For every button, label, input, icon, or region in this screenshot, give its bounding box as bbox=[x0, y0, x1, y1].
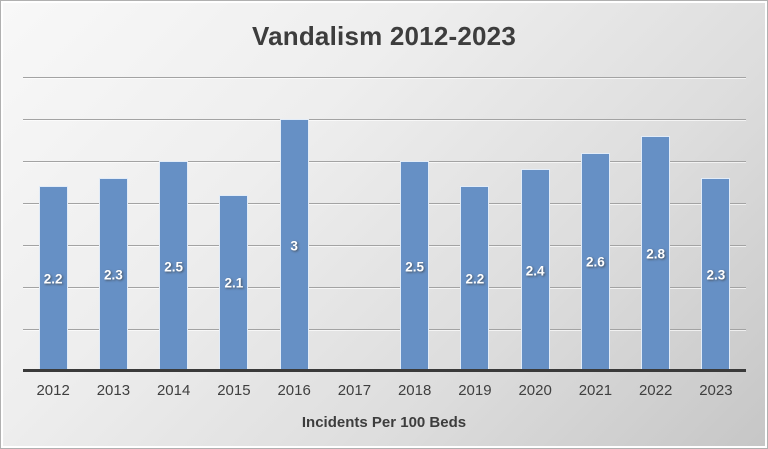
x-tick-label: 2020 bbox=[518, 382, 552, 399]
bar-value-label: 2.4 bbox=[525, 263, 545, 279]
x-tick-label: 2012 bbox=[36, 382, 70, 399]
bar-value-label: 2.8 bbox=[646, 246, 666, 262]
bar-2018: 2.5 bbox=[400, 161, 430, 371]
gridline bbox=[23, 287, 746, 288]
gridline bbox=[23, 77, 746, 78]
bar-2021: 2.6 bbox=[580, 152, 610, 371]
bar-2013: 2.3 bbox=[98, 177, 128, 371]
bar-2012: 2.2 bbox=[38, 186, 68, 371]
bar-value-label: 2.3 bbox=[103, 267, 123, 283]
bar-slot: 2.5 bbox=[385, 77, 445, 371]
bar-slot: 2.2 bbox=[23, 77, 83, 371]
x-tick-label: 2022 bbox=[638, 382, 673, 399]
x-tick-label: 2016 bbox=[277, 382, 311, 399]
x-tick-label: 2021 bbox=[578, 382, 613, 399]
gridline bbox=[23, 203, 746, 204]
bar-slot bbox=[324, 77, 384, 371]
bar-2022: 2.8 bbox=[641, 135, 671, 371]
bar-value-label: 2.1 bbox=[224, 275, 244, 291]
bar-value-label: 2.5 bbox=[164, 259, 184, 274]
bar-slot: 2.6 bbox=[565, 77, 625, 371]
bar-2015: 2.1 bbox=[219, 194, 249, 371]
bar-slot: 3 bbox=[264, 77, 324, 371]
x-tick-label: 2018 bbox=[397, 382, 432, 399]
bar-value-label: 2.6 bbox=[585, 254, 605, 270]
x-tick-label: 2019 bbox=[458, 382, 492, 399]
x-tick-label: 2017 bbox=[337, 382, 372, 399]
bar-2019: 2.2 bbox=[460, 186, 490, 371]
x-tick-label: 2023 bbox=[699, 382, 733, 399]
bar-slot: 2.8 bbox=[626, 77, 686, 371]
bar-slot: 2.3 bbox=[83, 77, 143, 371]
gridline bbox=[23, 119, 746, 120]
gridline bbox=[23, 329, 746, 330]
gridline bbox=[23, 161, 746, 162]
gridline bbox=[23, 245, 746, 246]
x-axis-line bbox=[23, 369, 746, 372]
bar-value-label: 2.3 bbox=[706, 267, 726, 283]
bar-value-label: 3 bbox=[290, 238, 298, 253]
x-axis-tick-labels: 2012 2013 2014 2015 2016 2017 2018 2019 2020 2021… bbox=[23, 382, 746, 399]
plot-area: 2.2 2.3 2.5 2.1 3 2.5 2.2 2.4 2.6 2.8 2.3 bbox=[23, 77, 746, 371]
bars-container: 2.2 2.3 2.5 2.1 3 2.5 2.2 2.4 2.6 2.8 2.3 bbox=[23, 77, 746, 371]
bar-value-label: 2.2 bbox=[465, 271, 485, 287]
bar-2014: 2.5 bbox=[159, 161, 189, 371]
x-axis-title: Incidents Per 100 Beds bbox=[301, 414, 467, 431]
x-tick-label: 2014 bbox=[156, 382, 191, 399]
x-tick-label: 2013 bbox=[96, 382, 131, 399]
chart-title: Vandalism 2012-2023 bbox=[252, 21, 516, 51]
bar-value-label: 2.2 bbox=[43, 271, 63, 287]
bar-2023: 2.3 bbox=[701, 177, 731, 371]
bar-slot: 2.2 bbox=[445, 77, 505, 371]
bar-slot: 2.4 bbox=[505, 77, 565, 371]
bar-2020: 2.4 bbox=[520, 169, 550, 371]
bar-slot: 2.5 bbox=[144, 77, 204, 371]
bar-slot: 2.3 bbox=[686, 77, 746, 371]
bar-slot: 2.1 bbox=[204, 77, 264, 371]
bar-value-label: 2.5 bbox=[405, 259, 425, 274]
x-tick-label: 2015 bbox=[217, 382, 251, 399]
bar-2016: 3 bbox=[279, 119, 309, 371]
gridlines bbox=[23, 77, 746, 371]
